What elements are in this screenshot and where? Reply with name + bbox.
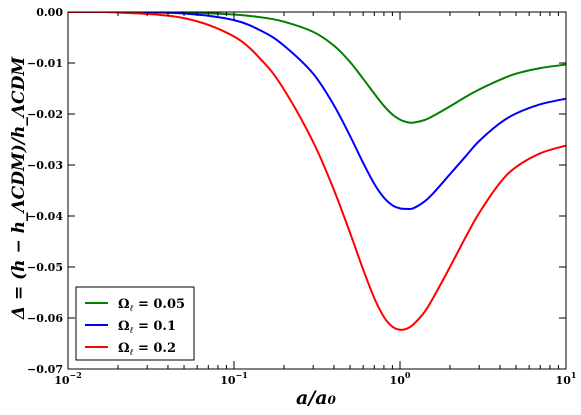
x-tick-label: 100 [390, 370, 411, 387]
y-tick-label: −0.07 [27, 363, 63, 376]
axes-layer: 0.00 −0.01 −0.02 −0.03 −0.04 −0.05 −0.06 −0.07 1… [27, 6, 576, 387]
series-line-1 [68, 12, 566, 124]
y-tick-label: −0.02 [27, 108, 63, 121]
y-tick-label: −0.05 [27, 261, 63, 274]
series-line-3 [68, 12, 566, 331]
y-tick-label: −0.06 [27, 312, 63, 325]
y-axis-label: Δ = (h − h_ΛCDM)/h_ΛCDM [9, 56, 29, 320]
legend: Ωℓ = 0.05 Ωℓ = 0.1 Ωℓ = 0.2 [75, 286, 195, 361]
x-tick-label: 101 [556, 370, 577, 387]
y-tick-label: −0.04 [27, 210, 63, 223]
legend-entry-label: Ωℓ = 0.1 [118, 319, 176, 336]
series-line-2 [68, 12, 566, 211]
legend-entry-label: Ωℓ = 0.05 [118, 297, 185, 314]
plot-frame [67, 11, 567, 370]
x-tick-label: 10−1 [220, 370, 248, 387]
series-group [68, 12, 566, 331]
legend-entry-label: Ωℓ = 0.2 [118, 341, 176, 358]
y-tick-label: 0.00 [36, 6, 63, 19]
plot-layer [68, 12, 566, 331]
x-axis-label: a/a₀ [296, 387, 337, 409]
y-tick-label: −0.01 [27, 57, 63, 70]
y-tick-label: −0.03 [27, 159, 63, 172]
